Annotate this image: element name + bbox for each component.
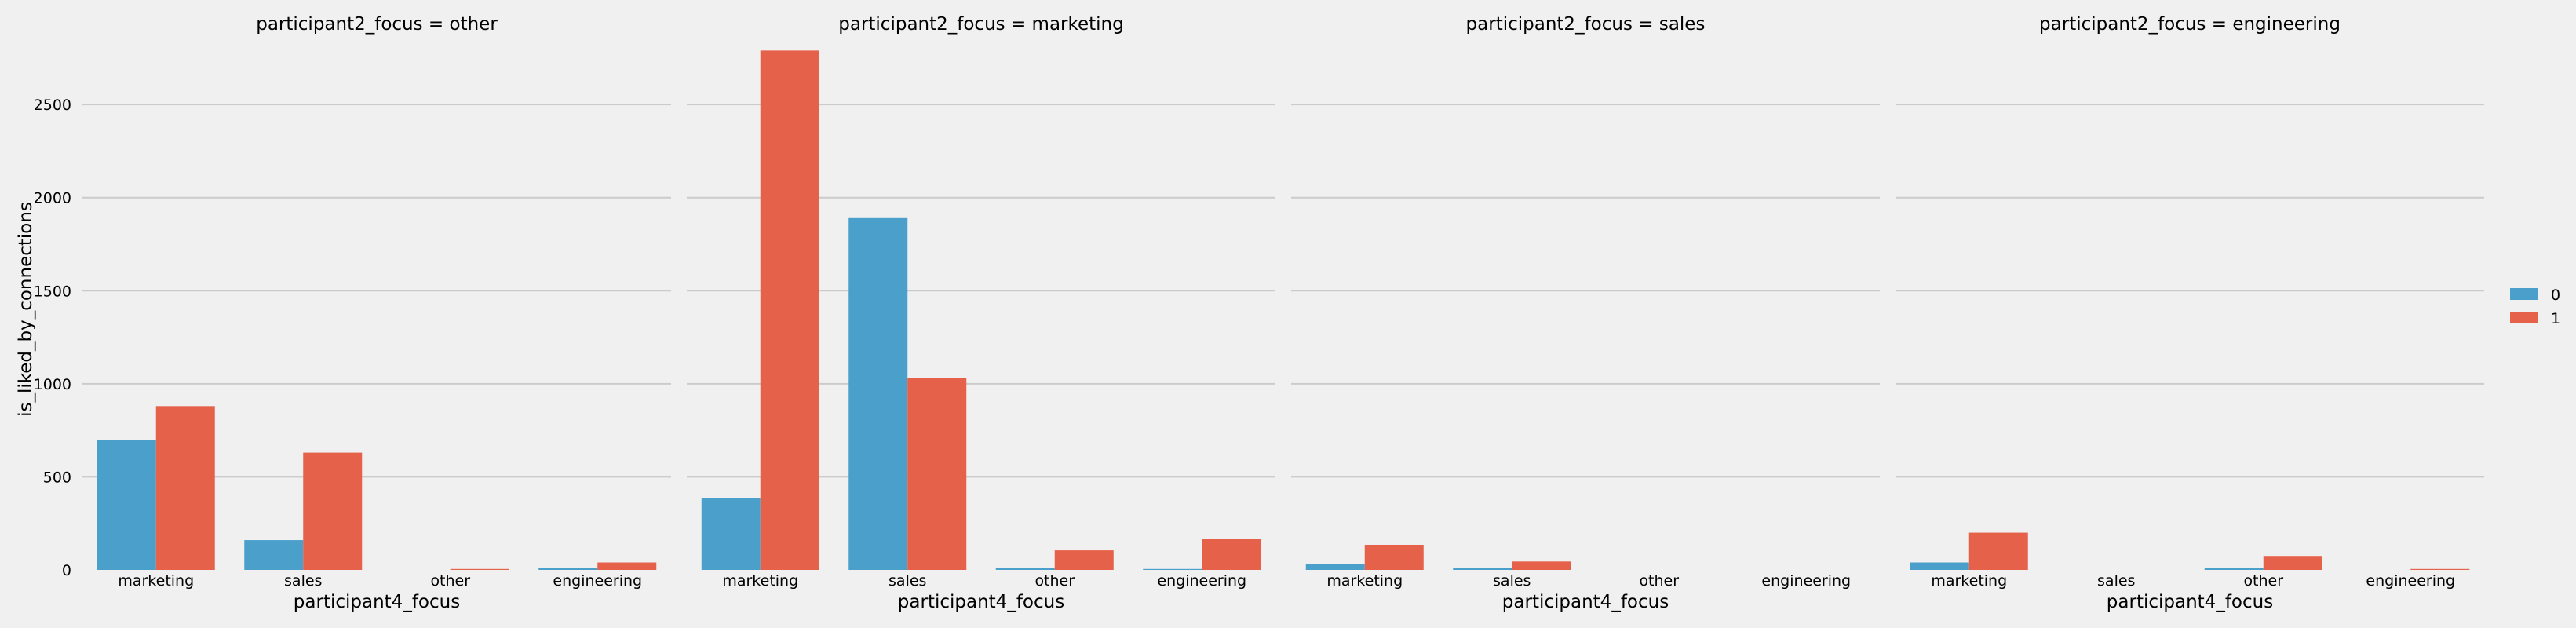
bar-p3-s0-c0 (1910, 562, 1969, 570)
x-tick-label-p3-3: engineering (2366, 572, 2455, 590)
bar-p1-s1-c1 (907, 378, 967, 570)
x-tick-label-p2-0: marketing (1326, 572, 1403, 590)
x-tick-label-p3-1: sales (2097, 572, 2135, 590)
y-tick-label-4: 2000 (34, 190, 71, 207)
bar-p0-s1-c2 (450, 568, 509, 570)
y-axis-label: is_liked_by_connections (16, 202, 36, 417)
bar-p1-s0-c3 (1143, 568, 1202, 570)
panel-title-3: participant2_focus = engineering (2039, 14, 2341, 35)
bar-p2-s1-c1 (1512, 561, 1571, 570)
x-tick-label-p0-2: other (430, 572, 470, 590)
x-tick-label-p0-1: sales (284, 572, 322, 590)
y-tick-label-1: 500 (43, 469, 71, 486)
bar-p0-s1-c0 (155, 406, 215, 570)
y-tick-label-0: 0 (62, 562, 71, 579)
bar-p0-s1-c1 (303, 452, 363, 570)
bar-p0-s0-c1 (244, 540, 304, 570)
legend-label-1: 1 (2551, 310, 2560, 327)
panel-title-1: participant2_focus = marketing (838, 14, 1123, 35)
bar-p1-s0-c0 (701, 498, 761, 570)
panel-title-0: participant2_focus = other (256, 14, 498, 35)
bar-p1-s0-c2 (995, 568, 1055, 570)
bar-p3-s1-c3 (2410, 568, 2470, 570)
x-axis-label-p3: participant4_focus (2107, 592, 2273, 612)
bar-p2-s1-c0 (1364, 544, 1424, 570)
bar-p3-s0-c2 (2204, 568, 2264, 570)
bar-p1-s1-c2 (1054, 550, 1114, 570)
panel-title-2: participant2_focus = sales (1466, 14, 1706, 35)
x-tick-label-p1-2: other (1034, 572, 1075, 590)
x-tick-label-p0-3: engineering (553, 572, 642, 590)
bar-p3-s1-c2 (2263, 556, 2322, 570)
y-tick-label-5: 2500 (34, 97, 71, 114)
bar-p0-s1-c3 (597, 562, 657, 570)
x-tick-label-p1-0: marketing (722, 572, 798, 590)
x-axis-label-p0: participant4_focus (294, 592, 460, 612)
x-tick-label-p3-2: other (2243, 572, 2283, 590)
bar-p3-s1-c0 (1968, 532, 2028, 570)
bar-p2-s0-c1 (1453, 568, 1512, 570)
bar-p2-s0-c0 (1305, 564, 1365, 570)
bar-p1-s0-c1 (848, 217, 908, 570)
bar-p1-s1-c3 (1202, 539, 1261, 570)
y-tick-label-2: 1000 (34, 376, 71, 393)
x-tick-label-p2-1: sales (1493, 572, 1531, 590)
y-tick-label-3: 1500 (34, 283, 71, 300)
bar-p0-s0-c3 (538, 568, 598, 570)
x-axis-label-p2: participant4_focus (1502, 592, 1669, 612)
x-tick-label-p2-3: engineering (1761, 572, 1851, 590)
legend-label-0: 0 (2551, 287, 2560, 304)
x-tick-label-p0-0: marketing (118, 572, 194, 590)
x-tick-label-p2-2: other (1639, 572, 1679, 590)
x-tick-label-p1-3: engineering (1157, 572, 1246, 590)
bar-p1-s1-c0 (760, 50, 819, 570)
x-tick-label-p3-0: marketing (1931, 572, 2007, 590)
legend-swatch-0 (2510, 288, 2538, 300)
legend-swatch-1 (2510, 312, 2538, 323)
x-tick-label-p1-1: sales (888, 572, 926, 590)
bar-p0-s0-c0 (97, 440, 156, 570)
x-axis-label-p1: participant4_focus (898, 592, 1064, 612)
